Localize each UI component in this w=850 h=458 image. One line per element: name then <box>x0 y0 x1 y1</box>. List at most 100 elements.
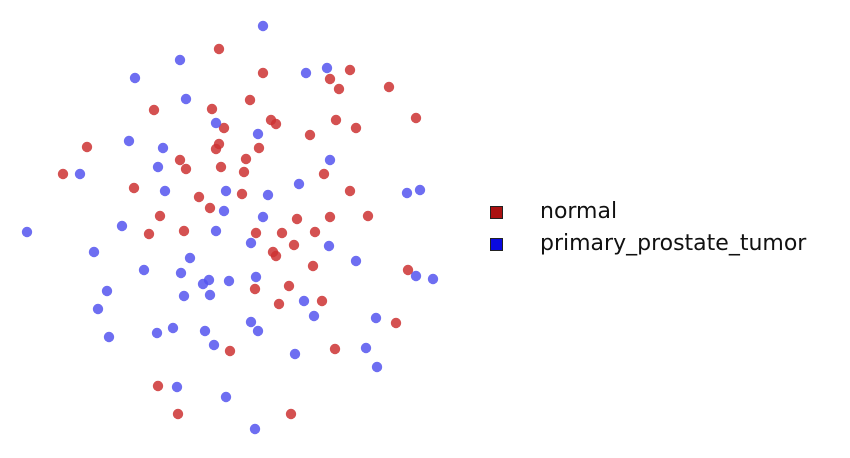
data-point-primary-prostate-tumor <box>157 142 169 154</box>
data-point-normal <box>218 122 230 134</box>
data-point-primary-prostate-tumor <box>252 325 264 337</box>
data-point-primary-prostate-tumor <box>167 322 179 334</box>
data-point-normal <box>204 202 216 214</box>
data-point-normal <box>270 118 282 130</box>
data-point-normal <box>316 295 328 307</box>
data-point-primary-prostate-tumor <box>88 246 100 258</box>
legend-item-normal: normal <box>490 196 840 228</box>
data-point-primary-prostate-tumor <box>210 225 222 237</box>
data-point-normal <box>276 227 288 239</box>
data-point-primary-prostate-tumor <box>21 226 33 238</box>
data-point-normal <box>350 122 362 134</box>
data-point-primary-prostate-tumor <box>151 327 163 339</box>
data-point-normal <box>174 154 186 166</box>
data-point-primary-prostate-tumor <box>123 135 135 147</box>
data-point-primary-prostate-tumor <box>401 187 413 199</box>
data-point-normal <box>249 283 261 295</box>
data-point-normal <box>324 73 336 85</box>
data-point-primary-prostate-tumor <box>257 20 269 32</box>
data-point-normal <box>362 210 374 222</box>
data-point-primary-prostate-tumor <box>300 67 312 79</box>
series-normal <box>57 43 422 420</box>
data-point-normal <box>148 104 160 116</box>
data-point-normal <box>402 264 414 276</box>
legend-label-normal: normal <box>540 199 618 224</box>
data-point-normal <box>253 142 265 154</box>
data-point-primary-prostate-tumor <box>410 270 422 282</box>
data-point-normal <box>244 94 256 106</box>
data-point-primary-prostate-tumor <box>178 290 190 302</box>
data-point-normal <box>307 260 319 272</box>
data-point-primary-prostate-tumor <box>257 211 269 223</box>
data-point-primary-prostate-tumor <box>174 54 186 66</box>
data-point-normal <box>213 43 225 55</box>
data-point-primary-prostate-tumor <box>197 278 209 290</box>
data-point-primary-prostate-tumor <box>103 331 115 343</box>
data-point-normal <box>330 114 342 126</box>
data-point-primary-prostate-tumor <box>74 168 86 180</box>
data-point-normal <box>304 129 316 141</box>
data-point-normal <box>57 168 69 180</box>
data-point-normal <box>143 228 155 240</box>
data-point-primary-prostate-tumor <box>289 348 301 360</box>
data-point-normal <box>152 380 164 392</box>
data-point-primary-prostate-tumor <box>371 361 383 373</box>
data-point-primary-prostate-tumor <box>250 271 262 283</box>
data-point-primary-prostate-tumor <box>414 184 426 196</box>
data-point-primary-prostate-tumor <box>220 391 232 403</box>
data-point-normal <box>250 227 262 239</box>
data-point-normal <box>383 81 395 93</box>
data-point-normal <box>410 112 422 124</box>
data-point-primary-prostate-tumor <box>350 255 362 267</box>
data-point-normal <box>285 408 297 420</box>
data-point-normal <box>206 103 218 115</box>
data-point-primary-prostate-tumor <box>159 185 171 197</box>
data-point-primary-prostate-tumor <box>223 275 235 287</box>
data-point-primary-prostate-tumor <box>245 237 257 249</box>
data-point-primary-prostate-tumor <box>184 252 196 264</box>
data-point-primary-prostate-tumor <box>152 161 164 173</box>
data-point-normal <box>224 345 236 357</box>
data-point-primary-prostate-tumor <box>245 316 257 328</box>
data-point-primary-prostate-tumor <box>262 189 274 201</box>
data-point-primary-prostate-tumor <box>208 339 220 351</box>
data-point-normal <box>344 185 356 197</box>
data-point-primary-prostate-tumor <box>298 295 310 307</box>
data-point-normal <box>178 225 190 237</box>
data-point-primary-prostate-tumor <box>101 285 113 297</box>
data-point-normal <box>257 67 269 79</box>
legend-swatch-primary-prostate-tumor <box>490 237 503 251</box>
data-point-primary-prostate-tumor <box>252 128 264 140</box>
data-point-normal <box>333 83 345 95</box>
data-point-normal <box>329 343 341 355</box>
data-point-normal <box>238 166 250 178</box>
data-point-normal <box>213 138 225 150</box>
data-point-normal <box>344 64 356 76</box>
data-point-normal <box>180 163 192 175</box>
data-point-normal <box>324 211 336 223</box>
data-point-normal <box>193 191 205 203</box>
data-point-primary-prostate-tumor <box>220 185 232 197</box>
data-point-normal <box>128 182 140 194</box>
data-point-normal <box>390 317 402 329</box>
data-point-normal <box>291 213 303 225</box>
data-point-primary-prostate-tumor <box>427 273 439 285</box>
data-point-normal <box>154 210 166 222</box>
data-point-normal <box>236 188 248 200</box>
data-point-primary-prostate-tumor <box>321 62 333 74</box>
data-point-primary-prostate-tumor <box>324 154 336 166</box>
data-point-normal <box>288 239 300 251</box>
data-point-primary-prostate-tumor <box>218 205 230 217</box>
data-point-normal <box>283 280 295 292</box>
data-point-normal <box>273 298 285 310</box>
legend-swatch-normal <box>490 205 503 219</box>
data-point-primary-prostate-tumor <box>323 240 335 252</box>
data-point-normal <box>172 408 184 420</box>
data-point-primary-prostate-tumor <box>370 312 382 324</box>
data-point-normal <box>215 161 227 173</box>
data-point-primary-prostate-tumor <box>171 381 183 393</box>
data-point-normal <box>270 250 282 262</box>
legend-label-primary-prostate-tumor: primary_prostate_tumor <box>540 231 807 256</box>
data-point-primary-prostate-tumor <box>116 220 128 232</box>
data-point-primary-prostate-tumor <box>360 342 372 354</box>
